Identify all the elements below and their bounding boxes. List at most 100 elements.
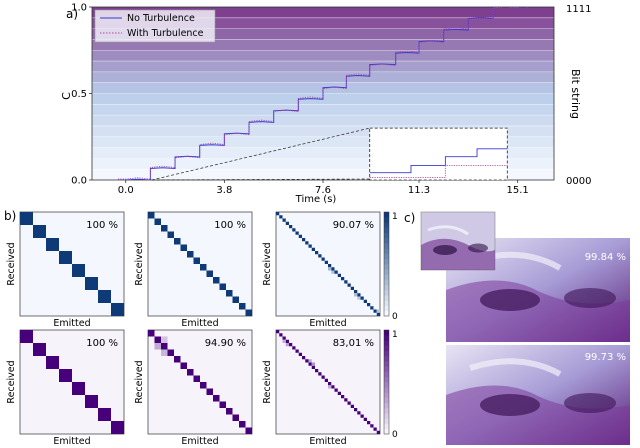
level-band xyxy=(92,50,554,62)
level-band xyxy=(92,169,554,181)
accuracy-received-2: 99.73 % xyxy=(585,352,626,363)
matrix-cell-diagonal xyxy=(318,254,322,258)
matrix-ylabel: Received xyxy=(134,360,145,403)
matrix-cell-diagonal xyxy=(354,290,358,294)
matrix-xlabel: Emitted xyxy=(309,436,346,447)
colorbar-step xyxy=(384,330,389,336)
colorbar-step xyxy=(384,300,389,306)
matrix-cell-offdiag xyxy=(161,349,168,356)
matrix-cell-diagonal xyxy=(308,362,312,366)
colorbar-step xyxy=(384,371,389,378)
image-received-1: 99.84 % xyxy=(446,238,630,342)
image-original-eye-right xyxy=(468,243,488,253)
matrix-cell-diagonal xyxy=(232,414,239,421)
colorbar-step xyxy=(384,345,389,352)
colorbar-step xyxy=(384,217,389,223)
matrix-cell-diagonal xyxy=(193,257,200,264)
inset-connector xyxy=(151,127,370,181)
matrix-cell-diagonal xyxy=(370,424,374,428)
accuracy-received-1: 99.84 % xyxy=(585,252,626,263)
colorbar-step xyxy=(384,413,389,419)
matrix-cell-diagonal xyxy=(33,343,46,356)
colorbar-step xyxy=(384,382,389,388)
colorbar-step xyxy=(384,376,389,383)
matrix-cell-diagonal xyxy=(370,306,374,310)
matrix-cell-diagonal xyxy=(59,369,72,382)
confusion-matrix: 83,01 % Received Emitted xyxy=(262,329,381,447)
matrix-cell-diagonal xyxy=(193,375,200,382)
matrix-cell-diagonal xyxy=(111,303,124,316)
image-received-1-eye-left xyxy=(480,289,540,311)
level-band xyxy=(92,115,554,127)
matrix-cell-diagonal xyxy=(226,290,233,297)
matrix-cell-offdiag xyxy=(161,336,168,343)
confusion-matrix: 100 % Received Emitted xyxy=(6,329,125,447)
x-tick-label: 0.0 xyxy=(118,185,134,196)
matrix-cell-diagonal xyxy=(85,395,98,408)
colorbar-step xyxy=(384,423,389,430)
colorbar-step xyxy=(384,253,389,260)
matrix-cell-diagonal xyxy=(226,408,233,415)
colorbar-step xyxy=(384,295,389,301)
colorbar-step xyxy=(384,366,389,372)
colorbar-step xyxy=(384,269,389,275)
colorbars: 1 0 1 0 xyxy=(383,211,398,440)
colorbar-min-label: 0 xyxy=(392,430,398,440)
matrix-cell-diagonal xyxy=(357,411,361,415)
matrix-cell-diagonal xyxy=(98,290,111,303)
matrix-cell-diagonal xyxy=(282,218,286,222)
y-tick-label: 1.0 xyxy=(71,3,87,14)
colorbar-step xyxy=(384,387,389,393)
colorbar-step xyxy=(384,418,389,424)
level-band xyxy=(92,71,554,83)
matrix-cell-diagonal xyxy=(20,330,33,343)
matrix-cell-diagonal xyxy=(200,382,207,389)
series-line-no-turbulence xyxy=(117,7,529,180)
matrix-cell-diagonal xyxy=(337,273,341,277)
matrix-cell-diagonal xyxy=(373,309,377,313)
colorbar-step xyxy=(384,227,389,234)
matrix-cell-diagonal xyxy=(347,283,351,287)
matrix-cell-diagonal xyxy=(282,336,286,340)
matrix-cell-diagonal xyxy=(239,421,246,428)
panel-a: a) 0.0 3.8 7.6 11.3 15.1 0.00.51.0 Time (s) … xyxy=(60,3,591,206)
colorbar-step xyxy=(384,243,389,249)
image-received-2: 99.73 % xyxy=(446,345,630,445)
x-tick-label: 11.3 xyxy=(408,185,430,196)
matrix-cell-diagonal xyxy=(276,330,280,334)
matrix-cell-diagonal xyxy=(308,244,312,248)
matrix-cell-diagonal xyxy=(206,270,213,277)
matrix-cell-diagonal xyxy=(328,264,332,268)
matrix-cell-offdiag xyxy=(285,343,289,347)
matrix-cell-diagonal xyxy=(302,356,306,360)
matrix-cell-diagonal xyxy=(360,414,364,418)
matrix-cell-diagonal xyxy=(285,339,289,343)
matrix-cell-diagonal xyxy=(213,277,220,284)
matrix-cell-diagonal xyxy=(148,330,155,337)
matrix-cell-diagonal xyxy=(206,388,213,395)
level-band xyxy=(92,158,554,170)
colorbar-step xyxy=(384,279,389,286)
matrix-cell-diagonal xyxy=(354,408,358,412)
matrix-ylabel: Received xyxy=(262,360,273,403)
matrix-cell-diagonal xyxy=(363,299,367,303)
matrix-accuracy: 100 % xyxy=(86,338,118,349)
colorbar-step xyxy=(384,402,389,409)
level-band xyxy=(92,61,554,73)
matrix-cell-diagonal xyxy=(245,309,252,316)
matrix-cell-diagonal xyxy=(276,212,280,216)
matrix-cell-diagonal xyxy=(59,251,72,264)
image-received-2-eye-right xyxy=(564,393,616,413)
colorbar-step xyxy=(384,258,389,265)
image-received-2-brow xyxy=(469,358,562,377)
matrix-cell-diagonal xyxy=(331,385,335,389)
colorbar-step xyxy=(384,238,389,244)
matrix-cell-diagonal xyxy=(334,388,338,392)
x-tick-label: 3.8 xyxy=(216,185,232,196)
matrix-cell-diagonal xyxy=(167,349,174,356)
level-band xyxy=(92,39,554,51)
legend-label-no-turbulence: No Turbulence xyxy=(127,13,195,24)
matrix-cell-diagonal xyxy=(111,421,124,434)
matrix-cell-diagonal xyxy=(285,221,289,225)
